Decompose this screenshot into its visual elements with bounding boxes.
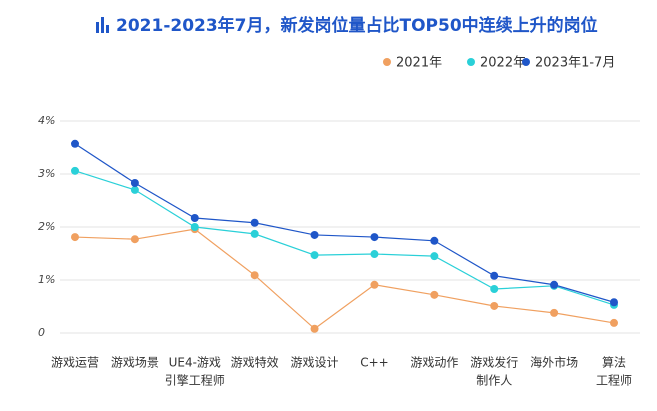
y-tick-label: 2% bbox=[38, 220, 55, 233]
series-line bbox=[74, 143, 615, 303]
data-point bbox=[130, 185, 139, 194]
legend-label: 2022年 bbox=[480, 56, 526, 71]
data-point bbox=[71, 166, 79, 175]
y-tick-label: 3% bbox=[38, 167, 55, 180]
data-point bbox=[310, 324, 319, 333]
x-tick-label: 游戏动作 bbox=[410, 356, 458, 370]
data-point bbox=[430, 252, 439, 261]
legend-marker bbox=[467, 58, 475, 66]
x-tick-label: C++ bbox=[360, 356, 389, 370]
x-tick-label: 游戏场景 bbox=[111, 356, 159, 370]
x-tick-label: 游戏发行 bbox=[470, 355, 518, 370]
data-point bbox=[490, 301, 499, 310]
data-point bbox=[490, 271, 499, 280]
data-point bbox=[430, 236, 439, 245]
data-point bbox=[490, 285, 499, 294]
data-point bbox=[250, 229, 259, 238]
x-tick-label: 海外市场 bbox=[530, 355, 578, 370]
data-point bbox=[190, 213, 199, 222]
legend-label: 2023年1-7月 bbox=[535, 56, 615, 71]
data-point bbox=[370, 280, 379, 289]
data-point bbox=[430, 290, 439, 299]
x-tick-label: 工程师 bbox=[596, 373, 632, 388]
data-point bbox=[550, 308, 559, 317]
data-point bbox=[190, 223, 199, 231]
x-tick-label: 制作人 bbox=[476, 374, 512, 388]
legend-marker bbox=[522, 58, 530, 66]
legend-marker bbox=[383, 58, 391, 66]
y-tick-label: 1% bbox=[38, 273, 55, 286]
data-point bbox=[610, 298, 618, 307]
data-point bbox=[71, 233, 79, 242]
legend-label: 2021年 bbox=[396, 56, 442, 71]
data-point bbox=[610, 318, 618, 327]
data-point bbox=[130, 235, 139, 244]
x-tick-label: 游戏运营 bbox=[51, 356, 99, 370]
data-point bbox=[250, 218, 259, 227]
data-point bbox=[250, 271, 259, 280]
data-point bbox=[370, 233, 379, 242]
series-line bbox=[74, 170, 615, 306]
data-point bbox=[310, 251, 319, 260]
x-tick-label: 算法 bbox=[602, 355, 626, 370]
data-point bbox=[130, 179, 139, 188]
title-icon bbox=[96, 17, 109, 33]
x-tick-label: 引擎工程师 bbox=[165, 373, 225, 388]
data-point bbox=[310, 230, 319, 239]
y-tick-label: 0 bbox=[38, 326, 45, 339]
data-point bbox=[550, 280, 559, 289]
series-line bbox=[74, 228, 615, 330]
data-point bbox=[370, 250, 379, 259]
data-point bbox=[71, 139, 79, 148]
y-tick-label: 4% bbox=[38, 114, 55, 127]
x-tick-label: 游戏设计 bbox=[291, 356, 339, 370]
chart-title: 2021-2023年7月，新发岗位量占比TOP50中连续上升的岗位 bbox=[116, 15, 598, 36]
x-tick-label: UE4-游戏 bbox=[169, 356, 221, 370]
x-tick-label: 游戏特效 bbox=[231, 355, 279, 370]
